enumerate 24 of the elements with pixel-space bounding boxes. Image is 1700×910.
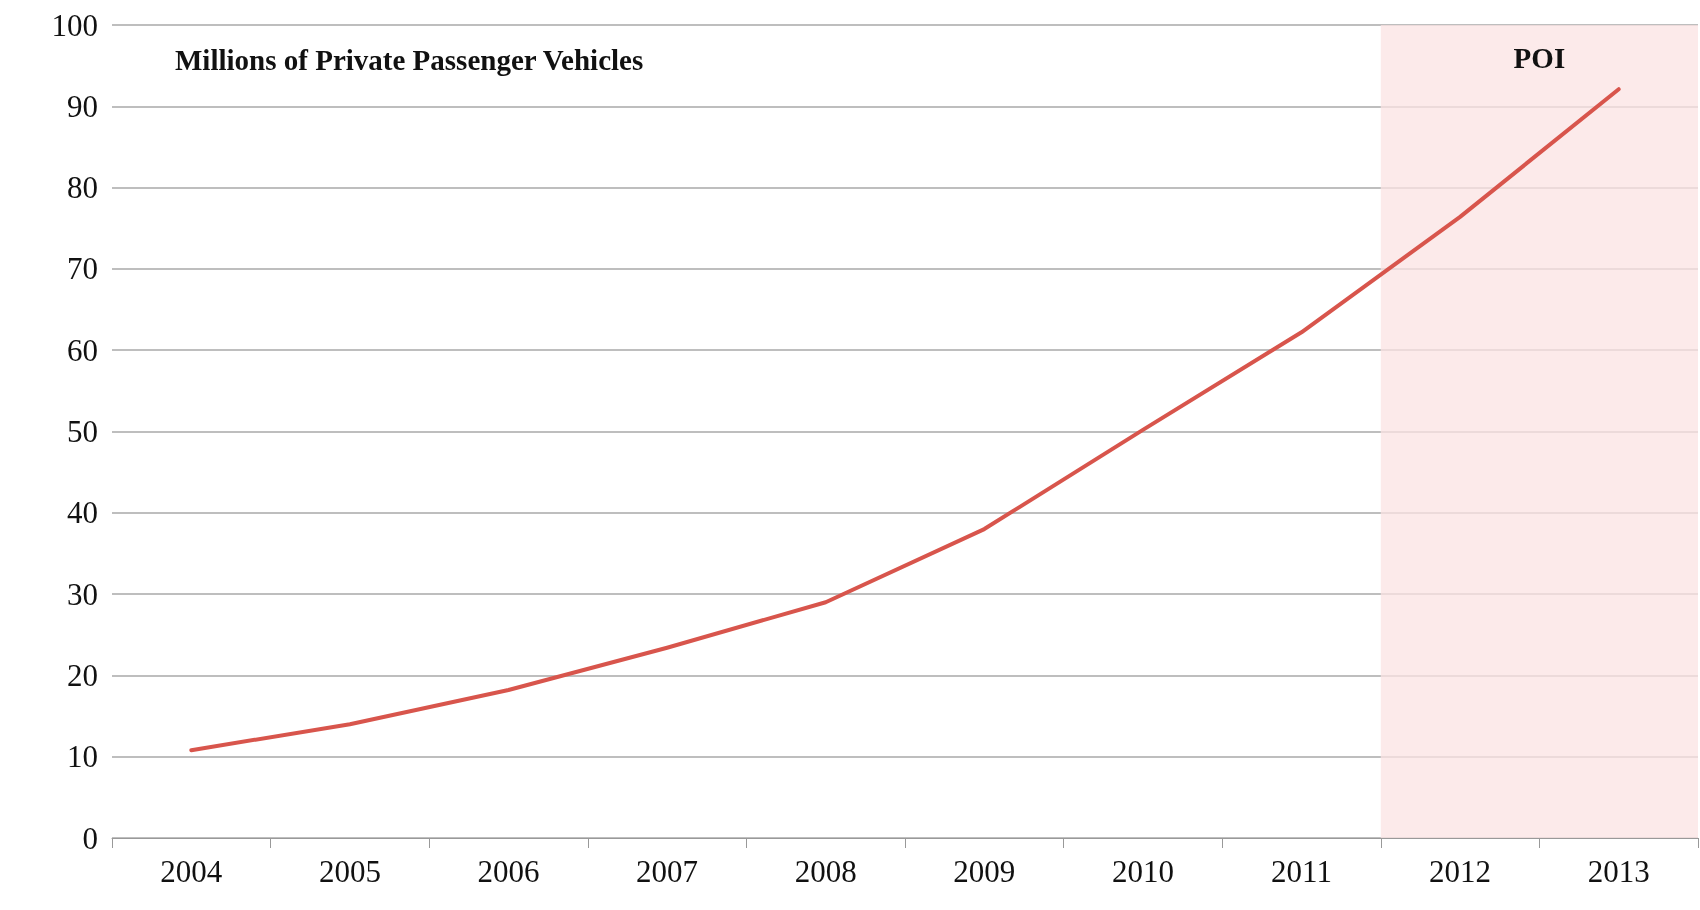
y-tick-label: 60: [67, 332, 98, 368]
text: Millions of Private Passenger Vehicles: [175, 43, 644, 76]
y-tick-label: 100: [51, 7, 98, 43]
x-tick-label: 2012: [1429, 854, 1492, 889]
x-tick-label: 2011: [1271, 854, 1332, 889]
y-tick-label: 10: [67, 739, 98, 775]
x-tick-label: 2008: [794, 854, 857, 889]
x-tick-label: 2007: [636, 854, 699, 889]
x-tick-label: 2013: [1587, 854, 1650, 889]
x-tick-label: 2006: [477, 854, 540, 889]
y-tick-label: 20: [67, 657, 98, 693]
y-tick-label: 30: [67, 576, 98, 612]
y-tick-label: 90: [67, 88, 98, 124]
y-tick-label: 40: [67, 495, 98, 531]
x-tick-label: 2005: [318, 854, 381, 889]
x-tick-label: 2010: [1111, 854, 1174, 889]
band-label: POI: [1513, 41, 1566, 74]
line-series: [189, 87, 1621, 753]
x-tick-label: 2009: [953, 854, 1016, 889]
y-tick-label: 0: [82, 820, 98, 856]
y-tick-label: 50: [67, 414, 98, 449]
y-tick-label: 70: [67, 251, 98, 287]
x-tick-label: 2004: [160, 854, 223, 889]
y-tick-label: 80: [67, 170, 98, 206]
